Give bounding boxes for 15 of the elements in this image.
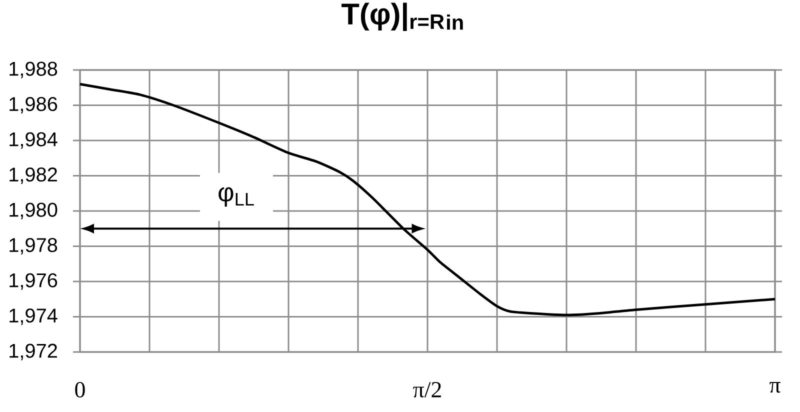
y-tick-label: 1,986 (10, 97, 58, 114)
y-tick-label: 1,972 (10, 344, 57, 360)
y-tick-label: 1,988 (10, 62, 58, 78)
y-tick-label: 1,984 (10, 132, 58, 149)
y-tick-label: 1,976 (10, 273, 58, 290)
x-tick-label: π/2 (413, 382, 441, 398)
y-tick-label: 1,980 (10, 202, 58, 220)
annotation: φ$_{LL}$ (218, 187, 254, 207)
y-tick-label: 1,974 (10, 308, 58, 325)
chart-title: T(φ)|$_{r=Rin}$ (342, 2, 463, 31)
line-series (78, 82, 776, 316)
x-tick-label: 0 (75, 382, 85, 398)
y-tick-label: 1,978 (10, 238, 58, 254)
x-tick-label: π (770, 382, 780, 393)
y-tick-label: 1,982 (10, 168, 57, 184)
